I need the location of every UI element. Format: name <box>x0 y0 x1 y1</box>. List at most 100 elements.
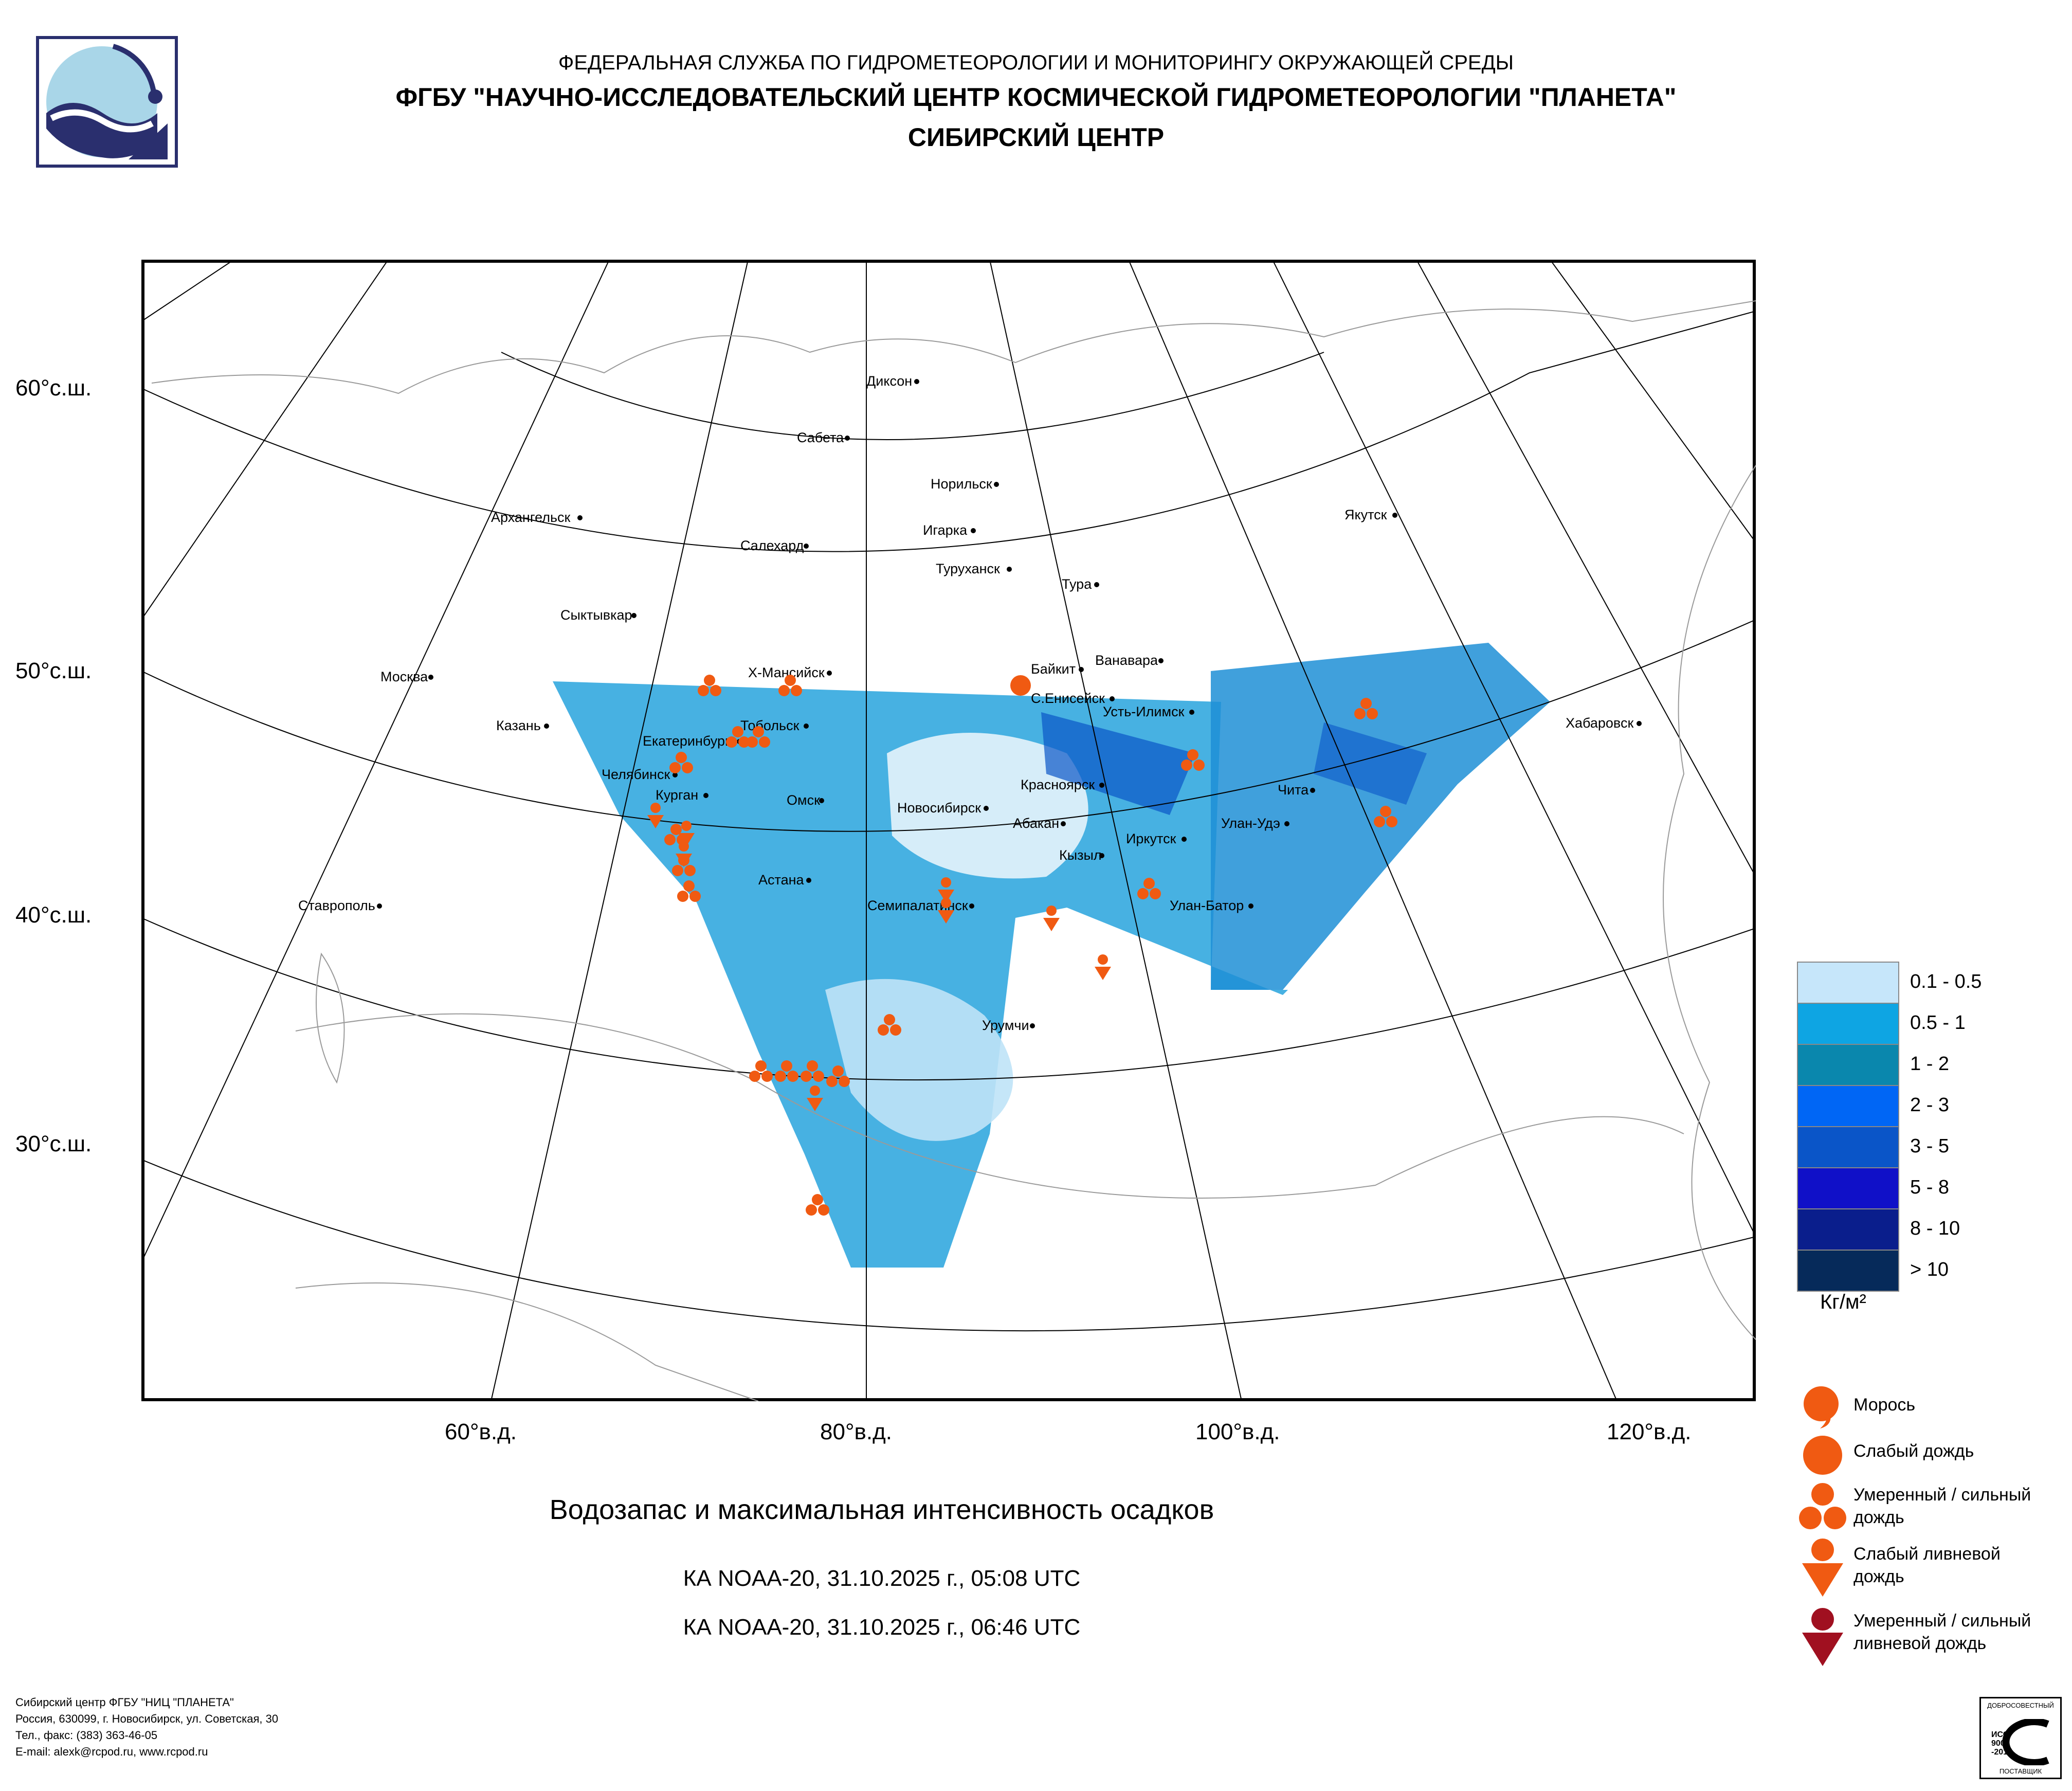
footer-email: E-mail: alexk@rcpod.ru, www.rcpod.ru <box>15 1745 208 1758</box>
footer-address: Россия, 630099, г. Новосибирск, ул. Сове… <box>15 1712 279 1725</box>
map-rain-symbol <box>781 1060 792 1072</box>
light-shower-icon <box>1797 1537 1848 1602</box>
meridian-9 <box>1416 259 1756 877</box>
header-agency: ФЕДЕРАЛЬНАЯ СЛУЖБА ПО ГИДРОМЕТЕОРОЛОГИИ … <box>558 51 1514 74</box>
map-shower-symbol <box>679 841 689 852</box>
city-dot <box>806 878 811 883</box>
map-rain-symbol <box>801 1071 812 1082</box>
city-dot <box>1189 710 1194 715</box>
legend-swatch <box>1797 1085 1899 1127</box>
swath-cloud-light <box>825 979 1013 1141</box>
map-rain-symbol <box>732 726 743 737</box>
map-shower-symbol <box>647 815 664 828</box>
city-label: Екатеринбург <box>643 733 730 749</box>
map-rain-symbol <box>832 1065 844 1077</box>
legend-range-label: 0.1 - 0.5 <box>1910 971 1982 992</box>
iso-cert-badge: ДОБРОСОВЕСТНЫЙ ИСО 9001 -2015 ПОСТАВЩИК <box>1979 1697 2062 1779</box>
map-rain-symbol <box>684 865 696 876</box>
parallel-30 <box>141 1159 1756 1332</box>
legend-range-label: 2 - 3 <box>1910 1094 1950 1116</box>
legend-swatch <box>1797 1167 1899 1209</box>
map-rain-symbol <box>1181 759 1192 771</box>
city-dot <box>1182 837 1187 842</box>
symbol-label-heavy-shower: Умеренный / сильный ливневой дождь <box>1853 1611 2031 1653</box>
city-label: Челябинск <box>602 767 670 782</box>
footer-org: Сибирский центр ФГБУ "НИЦ "ПЛАНЕТА" <box>15 1696 234 1709</box>
lon-label-60: 60°в.д. <box>445 1419 517 1444</box>
map-rain-symbol <box>704 675 715 686</box>
city-dot <box>804 544 809 549</box>
footer-phone: Тел., факс: (383) 363-46-05 <box>15 1729 158 1742</box>
lon-label-100: 100°в.д. <box>1195 1419 1280 1444</box>
map-rain-symbol <box>1374 816 1385 827</box>
city-dot <box>994 482 999 487</box>
city-label: Тобольск <box>740 718 799 733</box>
city-label: Омск <box>787 792 820 808</box>
map-shower-symbol <box>1046 906 1057 916</box>
map-rain-symbol <box>1187 749 1198 761</box>
drizzle-icon <box>1800 1383 1846 1432</box>
map-rain-symbol <box>1150 888 1161 899</box>
legend-range-label: 3 - 5 <box>1910 1135 1950 1157</box>
map-rain-symbol <box>1380 806 1391 817</box>
map-shower-symbol <box>1043 918 1060 931</box>
legend-range-label: 1 - 2 <box>1910 1053 1950 1075</box>
map-rain-symbol <box>761 1071 773 1082</box>
map-rain-symbol <box>1367 708 1378 719</box>
map-rain-symbol <box>726 736 737 748</box>
city-dot <box>1110 696 1115 701</box>
city-label: Ванавара <box>1095 653 1158 668</box>
legend-swatch <box>1797 1208 1899 1251</box>
city-dot <box>1061 821 1066 826</box>
legend-swatch <box>1797 1044 1899 1086</box>
city-label: Чита <box>1278 782 1309 798</box>
city-dot <box>673 772 678 777</box>
map-title: Водозапас и максимальная интенсивность о… <box>549 1494 1214 1525</box>
symbol-label-light-shower: Слабый ливневой дождь <box>1853 1544 2001 1586</box>
swath-high <box>1041 712 1195 815</box>
legend-range-label: 8 - 10 <box>1910 1218 1960 1239</box>
map-rain-symbol <box>1193 759 1205 771</box>
map-shower-symbol <box>678 833 695 846</box>
swath-high-east <box>1314 722 1427 805</box>
city-dot <box>984 806 989 811</box>
pass-1: КА NOAA-20, 31.10.2025 г., 05:08 UTC <box>683 1566 1081 1591</box>
city-label: Салехард <box>740 538 804 553</box>
legend-swatch <box>1797 962 1899 1004</box>
parallel-50 <box>141 619 1756 832</box>
map-rain-symbol <box>812 1194 823 1205</box>
map-light-rain-symbol <box>1010 675 1031 696</box>
cert-top-text: ДОБРОСОВЕСТНЫЙ <box>1987 1702 2054 1709</box>
city-dot <box>1007 567 1012 572</box>
map-shower-symbol <box>810 1086 820 1096</box>
map-rain-symbol <box>677 891 688 902</box>
legend-range-label: 0.5 - 1 <box>1910 1012 1966 1034</box>
meridian-8 <box>1272 259 1756 1237</box>
cert-emblem <box>1986 1718 2058 1766</box>
city-dot <box>377 903 382 909</box>
city-dot <box>819 798 824 803</box>
map-shower-symbol <box>681 821 692 831</box>
city-label: Абакан <box>1013 816 1059 831</box>
map-rain-symbol <box>738 736 750 748</box>
city-dot <box>1284 821 1289 826</box>
meridian-10 <box>1550 259 1756 543</box>
map-shower-symbol <box>676 854 692 867</box>
map-rain-symbol <box>785 675 796 686</box>
city-dot <box>1094 582 1099 587</box>
city-label: Игарка <box>923 522 968 538</box>
city-dot <box>969 903 974 909</box>
city-dot <box>971 528 976 533</box>
map-rain-symbol <box>818 1204 829 1216</box>
map-rain-symbol <box>672 865 683 876</box>
symbol-label-moderate-rain: Умеренный / сильный дождь <box>1853 1485 2031 1527</box>
map-rain-symbol <box>689 891 701 902</box>
map-rain-symbol <box>775 1071 786 1082</box>
map-rain-symbol <box>698 685 709 696</box>
city-label: Астана <box>758 872 804 888</box>
lat-label-50: 50°с.ш. <box>15 658 92 683</box>
map-rain-symbol <box>1137 888 1149 899</box>
city-dot <box>1079 667 1084 672</box>
map-shower-symbol <box>1098 954 1108 965</box>
lat-label-60: 60°с.ш. <box>15 375 92 401</box>
